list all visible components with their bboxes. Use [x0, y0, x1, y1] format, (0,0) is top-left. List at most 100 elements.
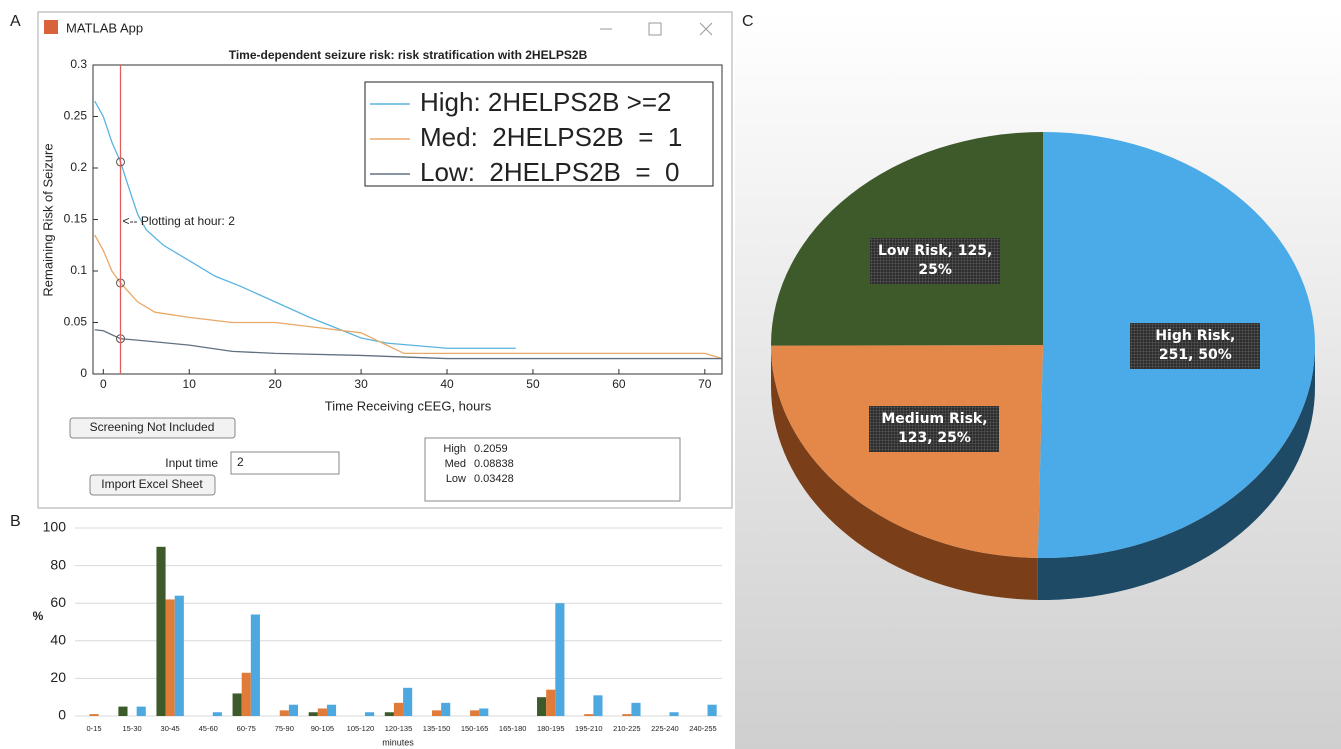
- y-axis-label: Remaining Risk of Seizure: [40, 143, 55, 296]
- bar: [403, 687, 413, 716]
- pie-data-label: High Risk, 251, 50%: [1130, 323, 1261, 370]
- x-tick-label: 30: [354, 377, 368, 391]
- x-tick-label: 150-165: [461, 724, 489, 733]
- x-tick-label: 90-105: [311, 724, 334, 733]
- y-tick-label: 0.05: [64, 315, 88, 329]
- series-line: [94, 234, 723, 360]
- bar: [384, 712, 394, 716]
- bar: [317, 708, 327, 716]
- output-value: 0.08838: [474, 458, 514, 470]
- bar: [479, 708, 489, 716]
- bar: [593, 695, 603, 716]
- input-field[interactable]: [230, 451, 340, 475]
- bar: [232, 693, 242, 716]
- bar: [584, 714, 594, 716]
- import-button[interactable]: [89, 474, 216, 496]
- series-line: [94, 329, 722, 360]
- x-tick-label: 195-210: [575, 724, 603, 733]
- legend-label: Low: 2HELPS2B = 0: [420, 157, 679, 187]
- bar: [631, 702, 641, 716]
- legend-label: Med: 2HELPS2B = 1: [420, 122, 682, 152]
- y-tick-label: 40: [50, 632, 66, 648]
- window-title: MATLAB App: [66, 20, 143, 35]
- x-tick-label: 75-90: [275, 724, 294, 733]
- app-icon: [44, 20, 58, 34]
- pie-data-label: Medium Risk, 123, 25%: [869, 405, 1000, 452]
- bar: [365, 712, 375, 716]
- x-tick-label: 50: [526, 377, 540, 391]
- output-label: High: [443, 443, 466, 455]
- x-tick-label: 10: [183, 377, 197, 391]
- output-label: Med: [445, 458, 466, 470]
- x-tick-label: 240-255: [689, 724, 717, 733]
- bar: [441, 702, 451, 716]
- panel-label: B: [10, 513, 21, 530]
- x-tick-label: 180-195: [537, 724, 565, 733]
- bar: [393, 702, 404, 716]
- bar: [136, 706, 146, 716]
- y-tick-label: 0: [80, 366, 87, 380]
- x-axis-label: minutes: [382, 737, 414, 747]
- bar: [241, 672, 251, 716]
- x-tick-label: 225-240: [651, 724, 679, 733]
- legend-box: [364, 81, 714, 187]
- bar: [288, 704, 299, 716]
- bar: [308, 712, 318, 716]
- maximize-button[interactable]: [648, 22, 662, 36]
- output-label: Low: [446, 473, 466, 485]
- bar: [555, 603, 565, 716]
- y-tick-label: 0.25: [64, 109, 88, 123]
- screening-button[interactable]: [69, 417, 236, 439]
- bar: [669, 712, 679, 716]
- x-tick-label: 30-45: [161, 724, 180, 733]
- output-value: 0.03428: [474, 473, 514, 485]
- x-tick-label: 60: [612, 377, 626, 391]
- y-tick-label: 100: [43, 519, 67, 535]
- x-tick-label: 15-30: [122, 724, 141, 733]
- x-tick-label: 135-150: [423, 724, 451, 733]
- x-tick-label: 0: [100, 377, 107, 391]
- chart-title: Time-dependent seizure risk: risk strati…: [229, 48, 588, 62]
- x-tick-label: 120-135: [385, 724, 413, 733]
- x-tick-label: 20: [268, 377, 282, 391]
- y-tick-label: 0.1: [70, 263, 87, 277]
- y-axis-label: %: [33, 609, 44, 623]
- bar: [537, 697, 547, 716]
- y-tick-label: 80: [50, 556, 66, 572]
- panel-label: C: [742, 13, 754, 30]
- bar: [250, 614, 260, 716]
- y-tick-label: 0.2: [70, 160, 87, 174]
- screening-button-label[interactable]: Screening Not Included: [90, 420, 215, 434]
- y-tick-label: 60: [50, 594, 66, 610]
- x-tick-label: 40: [440, 377, 454, 391]
- x-tick-label: 105-120: [347, 724, 375, 733]
- annotation: <-- Plotting at hour: 2: [122, 214, 235, 228]
- x-axis-label: Time Receiving cEEG, hours: [325, 398, 492, 413]
- x-tick-label: 60-75: [237, 724, 256, 733]
- output-value: 0.2059: [474, 443, 508, 455]
- y-tick-label: 0.15: [64, 212, 88, 226]
- bar: [326, 704, 337, 716]
- x-tick-label: 165-180: [499, 724, 527, 733]
- bar: [431, 710, 442, 716]
- x-tick-label: 45-60: [199, 724, 218, 733]
- bar: [470, 710, 480, 716]
- bar: [156, 546, 166, 716]
- series-line: [94, 100, 516, 349]
- y-tick-label: 0.3: [70, 57, 87, 71]
- pie-data-label: Low Risk, 125, 25%: [870, 237, 1001, 284]
- y-tick-label: 20: [50, 669, 66, 685]
- bar: [622, 714, 632, 716]
- close-button[interactable]: [699, 22, 713, 36]
- pie-side: [771, 345, 1038, 600]
- input-value[interactable]: 2: [237, 455, 244, 469]
- pie-side: [1037, 345, 1315, 600]
- x-tick-label: 70: [698, 377, 712, 391]
- y-tick-label: 0: [58, 707, 66, 723]
- bar: [279, 710, 289, 716]
- panel-label: A: [10, 13, 21, 30]
- input-label: Input time: [165, 456, 218, 470]
- import-button-label[interactable]: Import Excel Sheet: [101, 477, 203, 491]
